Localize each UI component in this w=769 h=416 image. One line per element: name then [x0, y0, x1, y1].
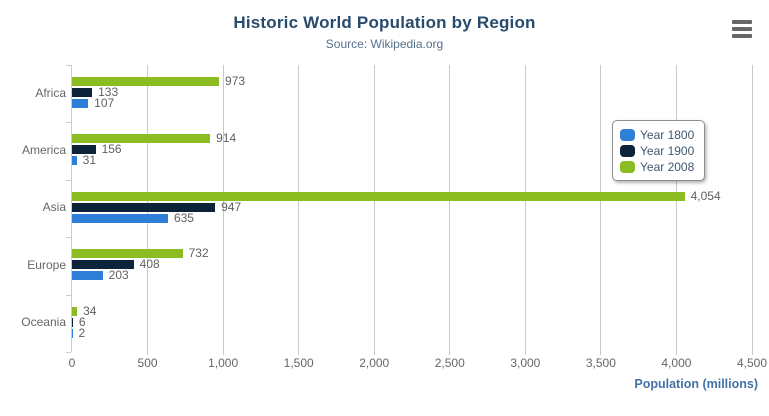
category-label-asia: Asia — [42, 200, 66, 215]
x-axis-tick-label: 4,000 — [661, 356, 692, 370]
category-label-africa: Africa — [35, 85, 66, 100]
legend-item-label: Year 1800 — [640, 128, 695, 142]
bar-value-label: 156 — [101, 142, 122, 157]
gridline — [675, 65, 677, 355]
gridline — [222, 65, 224, 355]
legend-item-year-1900[interactable]: Year 1900 — [620, 143, 694, 159]
bar-oceania-year-1800[interactable] — [72, 328, 73, 338]
category-axis-tick — [66, 294, 71, 296]
hamburger-bar — [732, 20, 752, 24]
chart-title: Historic World Population by Region — [233, 13, 536, 32]
x-axis-tick-label: 3,500 — [585, 356, 616, 370]
bar-value-label: 2 — [78, 325, 86, 340]
hamburger-bar — [732, 27, 752, 31]
gridline — [373, 65, 375, 355]
legend-swatch — [620, 145, 635, 157]
legend: Year 1800 Year 1900 Year 2008 — [612, 120, 706, 181]
legend-swatch — [620, 161, 635, 173]
bar-value-label: 635 — [173, 210, 194, 225]
hamburger-menu-icon[interactable] — [732, 20, 752, 38]
bar-europe-year-1900[interactable] — [72, 260, 134, 270]
x-axis-tick-label: 4,500 — [736, 356, 768, 370]
category-axis-tick — [66, 65, 71, 66]
chart-subtitle: Source: Wikipedia.org — [325, 37, 444, 51]
hamburger-bar — [732, 34, 752, 38]
x-axis-tick-label: 1,000 — [208, 356, 239, 370]
x-axis-tick-label: 2,500 — [434, 356, 465, 370]
legend-item-year-2008[interactable]: Year 2008 — [620, 159, 694, 175]
category-axis-tick — [66, 122, 71, 124]
category-axis-line — [71, 65, 72, 352]
bar-america-year-2008[interactable] — [72, 134, 211, 144]
bar-oceania-year-2008[interactable] — [72, 306, 78, 316]
bar-value-label: 133 — [98, 85, 119, 99]
bar-oceania-year-1900[interactable] — [72, 317, 73, 327]
bar-asia-year-1900[interactable] — [72, 202, 216, 212]
bar-value-label: 6 — [78, 314, 86, 329]
bar-america-year-1900[interactable] — [72, 145, 96, 155]
bar-africa-year-2008[interactable] — [72, 77, 220, 86]
x-axis-tick-label: 0 — [68, 356, 76, 370]
x-axis-title: Population (millions) — [634, 377, 758, 391]
bar-value-label: 732 — [188, 246, 209, 261]
x-axis-tick-label: 2,000 — [359, 356, 390, 370]
bar-africa-year-1800[interactable] — [72, 99, 89, 108]
legend-item-year-1800[interactable]: Year 1800 — [620, 127, 694, 143]
bar-value-label: 31 — [82, 153, 97, 168]
x-axis-tick-label: 500 — [137, 356, 158, 370]
legend-item-label: Year 1900 — [640, 144, 695, 158]
x-axis-tick-label: 3,000 — [510, 356, 541, 370]
bar-value-label: 34 — [83, 303, 97, 318]
gridline — [751, 65, 753, 355]
bar-value-label: 408 — [139, 257, 160, 272]
bar-asia-year-2008[interactable] — [72, 191, 685, 201]
category-label-america: America — [21, 142, 66, 157]
category-axis-tick — [66, 352, 71, 353]
bar-value-label: 203 — [108, 268, 129, 283]
bar-value-label: 947 — [221, 199, 242, 214]
bar-value-label: 973 — [225, 74, 246, 88]
gridline — [449, 65, 451, 355]
x-axis-tick-label: 1,500 — [283, 356, 314, 370]
legend-swatch — [620, 129, 635, 141]
bar-value-label: 914 — [216, 131, 237, 146]
category-label-oceania: Oceania — [21, 315, 66, 330]
bar-america-year-1800[interactable] — [72, 156, 77, 166]
bar-value-label: 107 — [94, 96, 115, 110]
gridline — [298, 65, 300, 355]
bar-value-label: 4,054 — [690, 188, 721, 203]
legend-item-label: Year 2008 — [640, 160, 695, 174]
gridline — [524, 65, 526, 355]
category-axis-tick — [66, 237, 71, 239]
category-axis-tick — [66, 179, 71, 181]
category-label-europe: Europe — [27, 257, 66, 272]
bar-europe-year-1800[interactable] — [72, 271, 103, 281]
bar-europe-year-2008[interactable] — [72, 249, 183, 259]
gridline — [600, 65, 602, 355]
bar-asia-year-1800[interactable] — [72, 213, 168, 223]
plot-area: 973 133 107 914 156 31 4,054 947 635 732 408 203 34 6… — [66, 65, 753, 355]
bar-africa-year-1900[interactable] — [72, 88, 93, 97]
